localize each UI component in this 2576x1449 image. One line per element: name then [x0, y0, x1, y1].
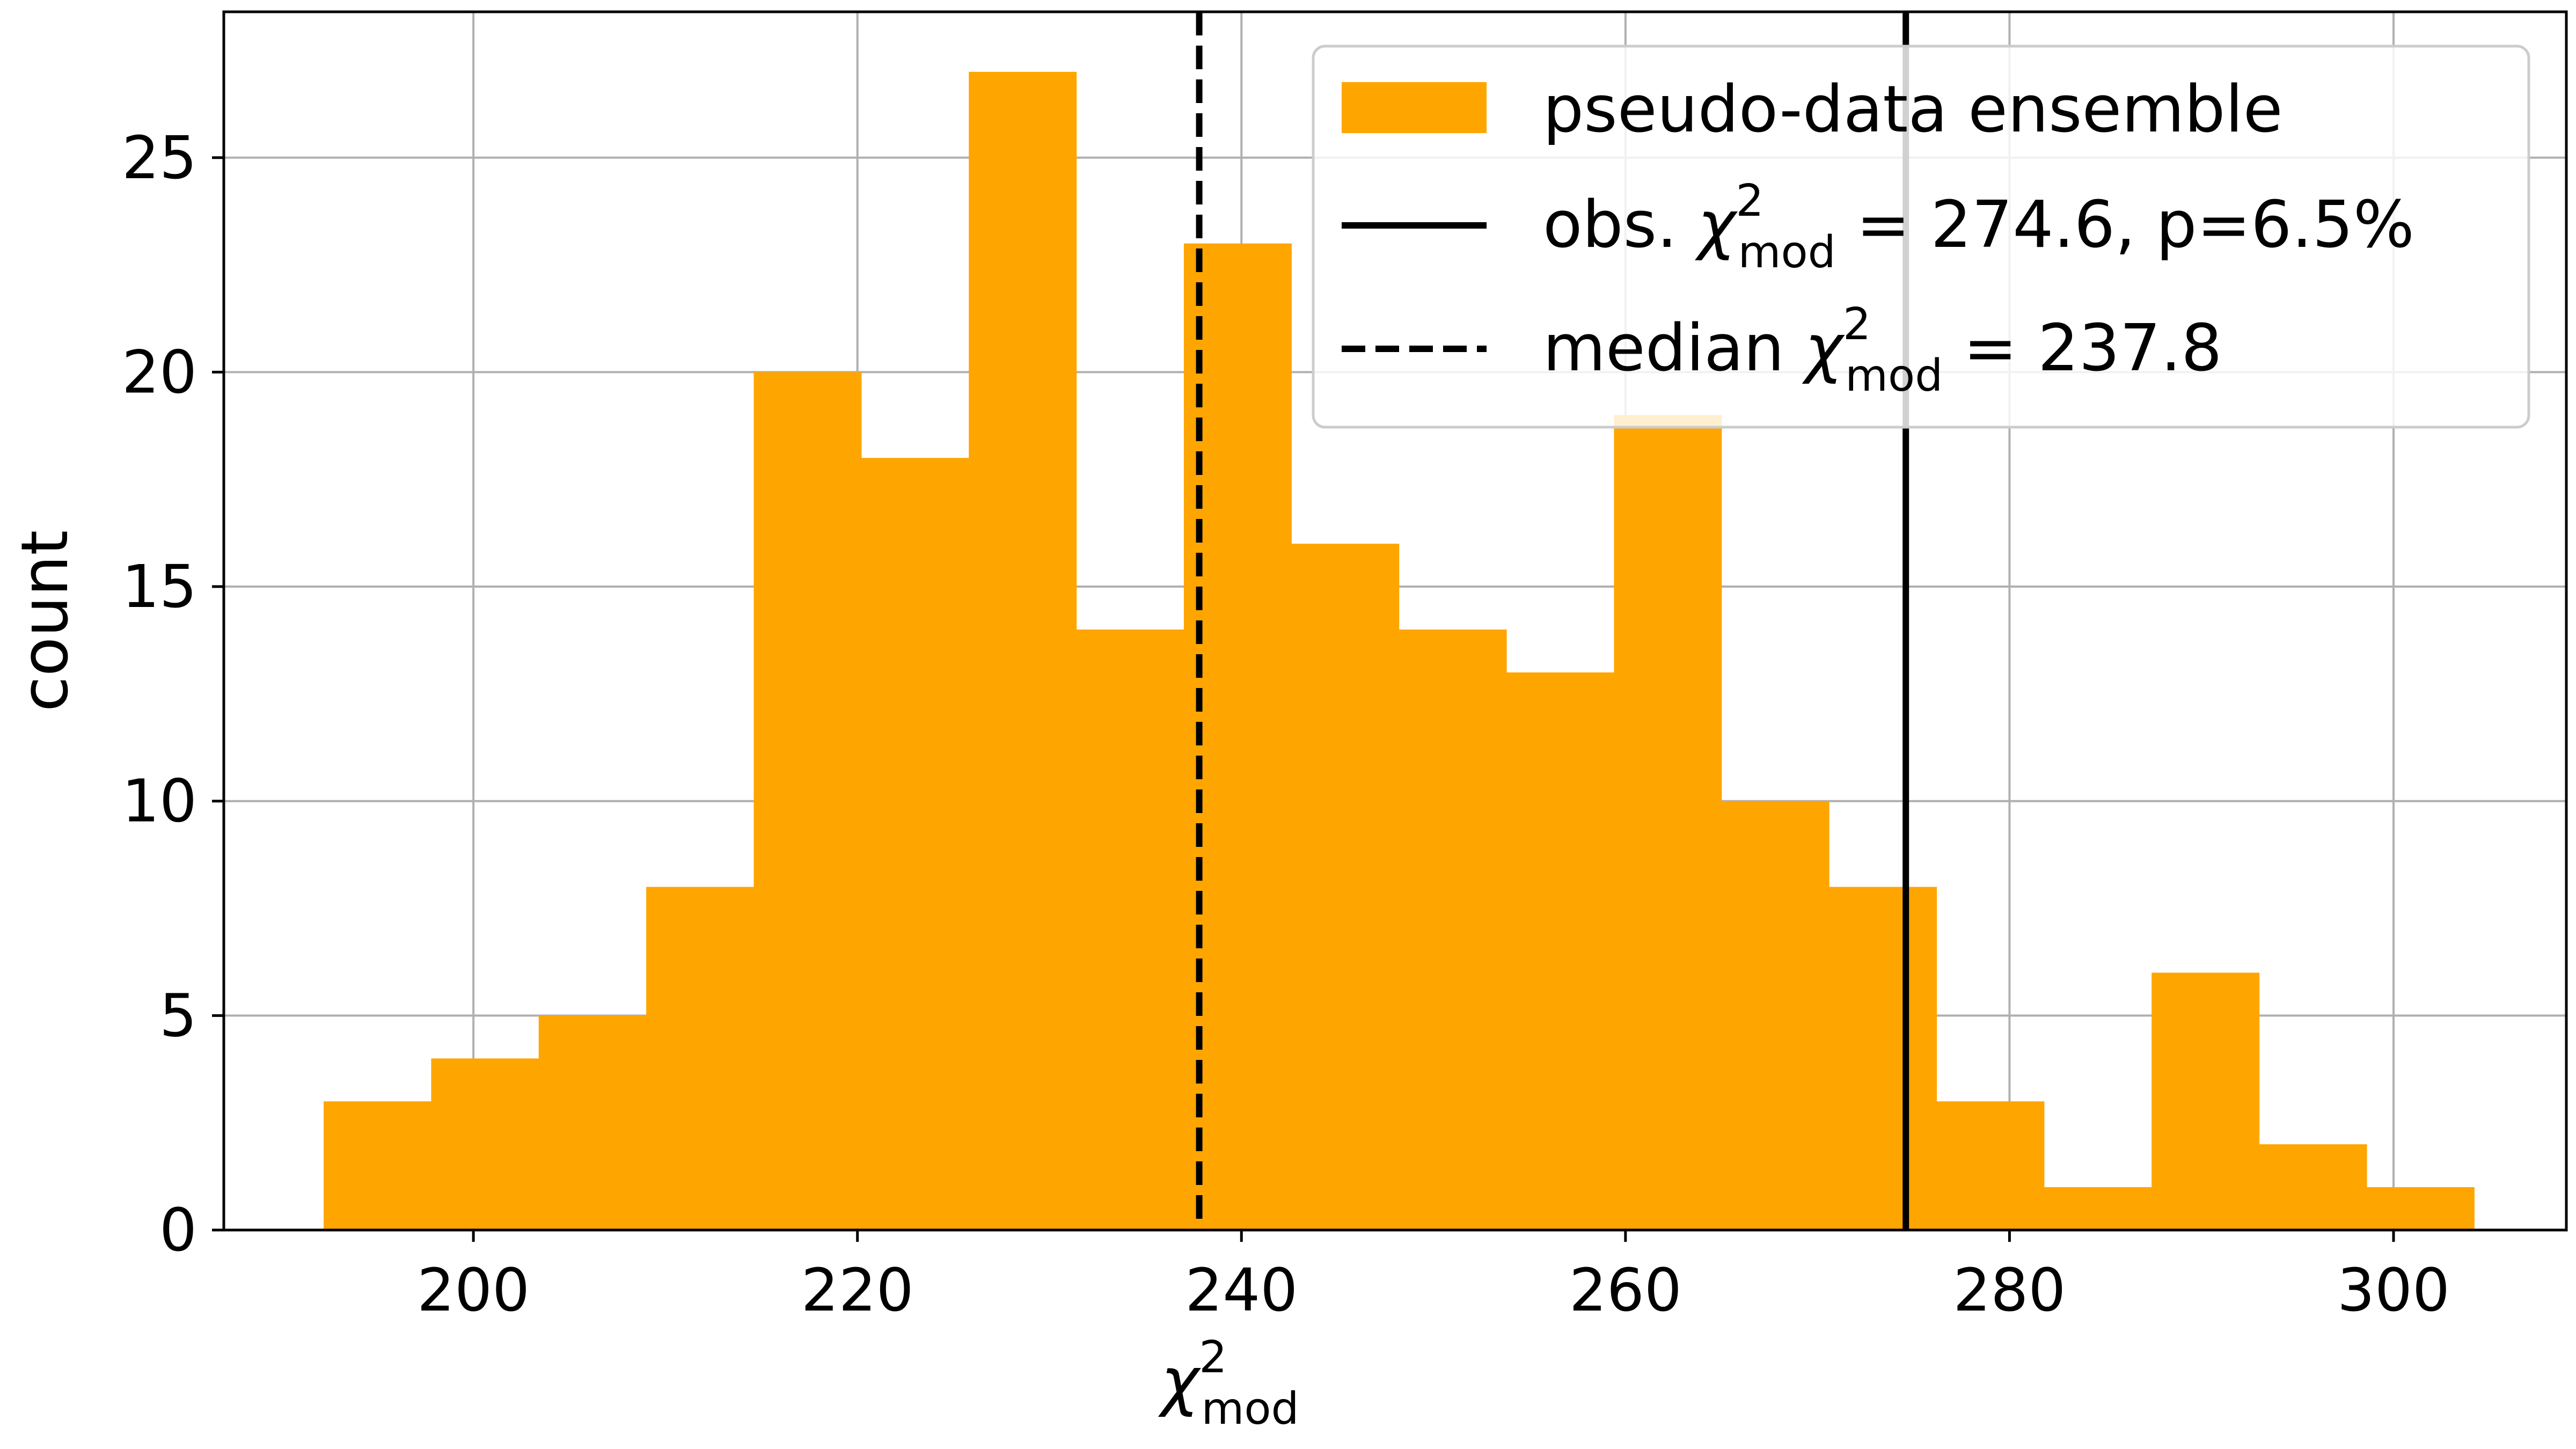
histogram-bar [431, 1058, 539, 1230]
legend-swatch [1342, 82, 1487, 133]
y-tick-label: 15 [122, 552, 197, 621]
plot-frame [222, 10, 2568, 1232]
legend-entry: obs. χ2 mod = 274.6, p=6.5% [1342, 175, 2414, 278]
legend-entry: pseudo-data ensemble [1342, 72, 2283, 147]
x-tick-label: 280 [1953, 1256, 2066, 1324]
axis-ticks: 200 220 240 260 280 300 0 5 10 15 20 25 [122, 123, 2450, 1324]
histogram-bar [646, 887, 755, 1230]
histogram-bar [969, 71, 1077, 1231]
histogram-bar [753, 372, 862, 1230]
histogram-bar [2044, 1187, 2152, 1230]
histogram-bar [2259, 1144, 2367, 1230]
legend: pseudo-data ensemble obs. χ2 mod = 274.6, … [1312, 45, 2530, 429]
x-axis-title: χ2 mod [1158, 1332, 1299, 1435]
legend-label: obs. χ2 mod = 274.6, p=6.5% [1543, 175, 2414, 278]
histogram-bar [1721, 801, 1829, 1230]
histogram-bar [1829, 887, 1937, 1230]
histogram-bars [324, 71, 2475, 1231]
y-tick-label: 10 [122, 767, 197, 836]
histogram-bar [538, 1015, 647, 1230]
legend-entry: median χ2 mod = 237.8 [1342, 299, 2222, 401]
x-tick-label: 220 [801, 1256, 914, 1324]
x-tick-label: 300 [2337, 1256, 2450, 1324]
y-tick-label: 20 [122, 338, 197, 406]
y-tick-label: 5 [159, 981, 197, 1050]
histogram-bar [1076, 629, 1184, 1230]
x-tick-label: 240 [1185, 1256, 1298, 1324]
y-tick-label: 25 [122, 123, 197, 192]
histogram-bar [1291, 544, 1400, 1231]
histogram-bar [324, 1101, 432, 1230]
legend-box [1312, 45, 2530, 429]
histogram-bar [1614, 415, 1722, 1230]
x-tick-label: 260 [1569, 1256, 1682, 1324]
legend-label: median χ2 mod = 237.8 [1543, 299, 2222, 401]
x-tick-label: 200 [417, 1256, 530, 1324]
histogram-bar [2151, 972, 2260, 1230]
histogram-bar [1506, 672, 1614, 1230]
histogram-bar [861, 458, 969, 1230]
legend-label: pseudo-data ensemble [1543, 72, 2283, 147]
y-axis-title: count [8, 530, 83, 712]
histogram-bar [1936, 1101, 2045, 1230]
histogram-bar [1399, 629, 1507, 1230]
histogram-bar [2366, 1187, 2475, 1230]
y-tick-label: 0 [159, 1196, 197, 1264]
